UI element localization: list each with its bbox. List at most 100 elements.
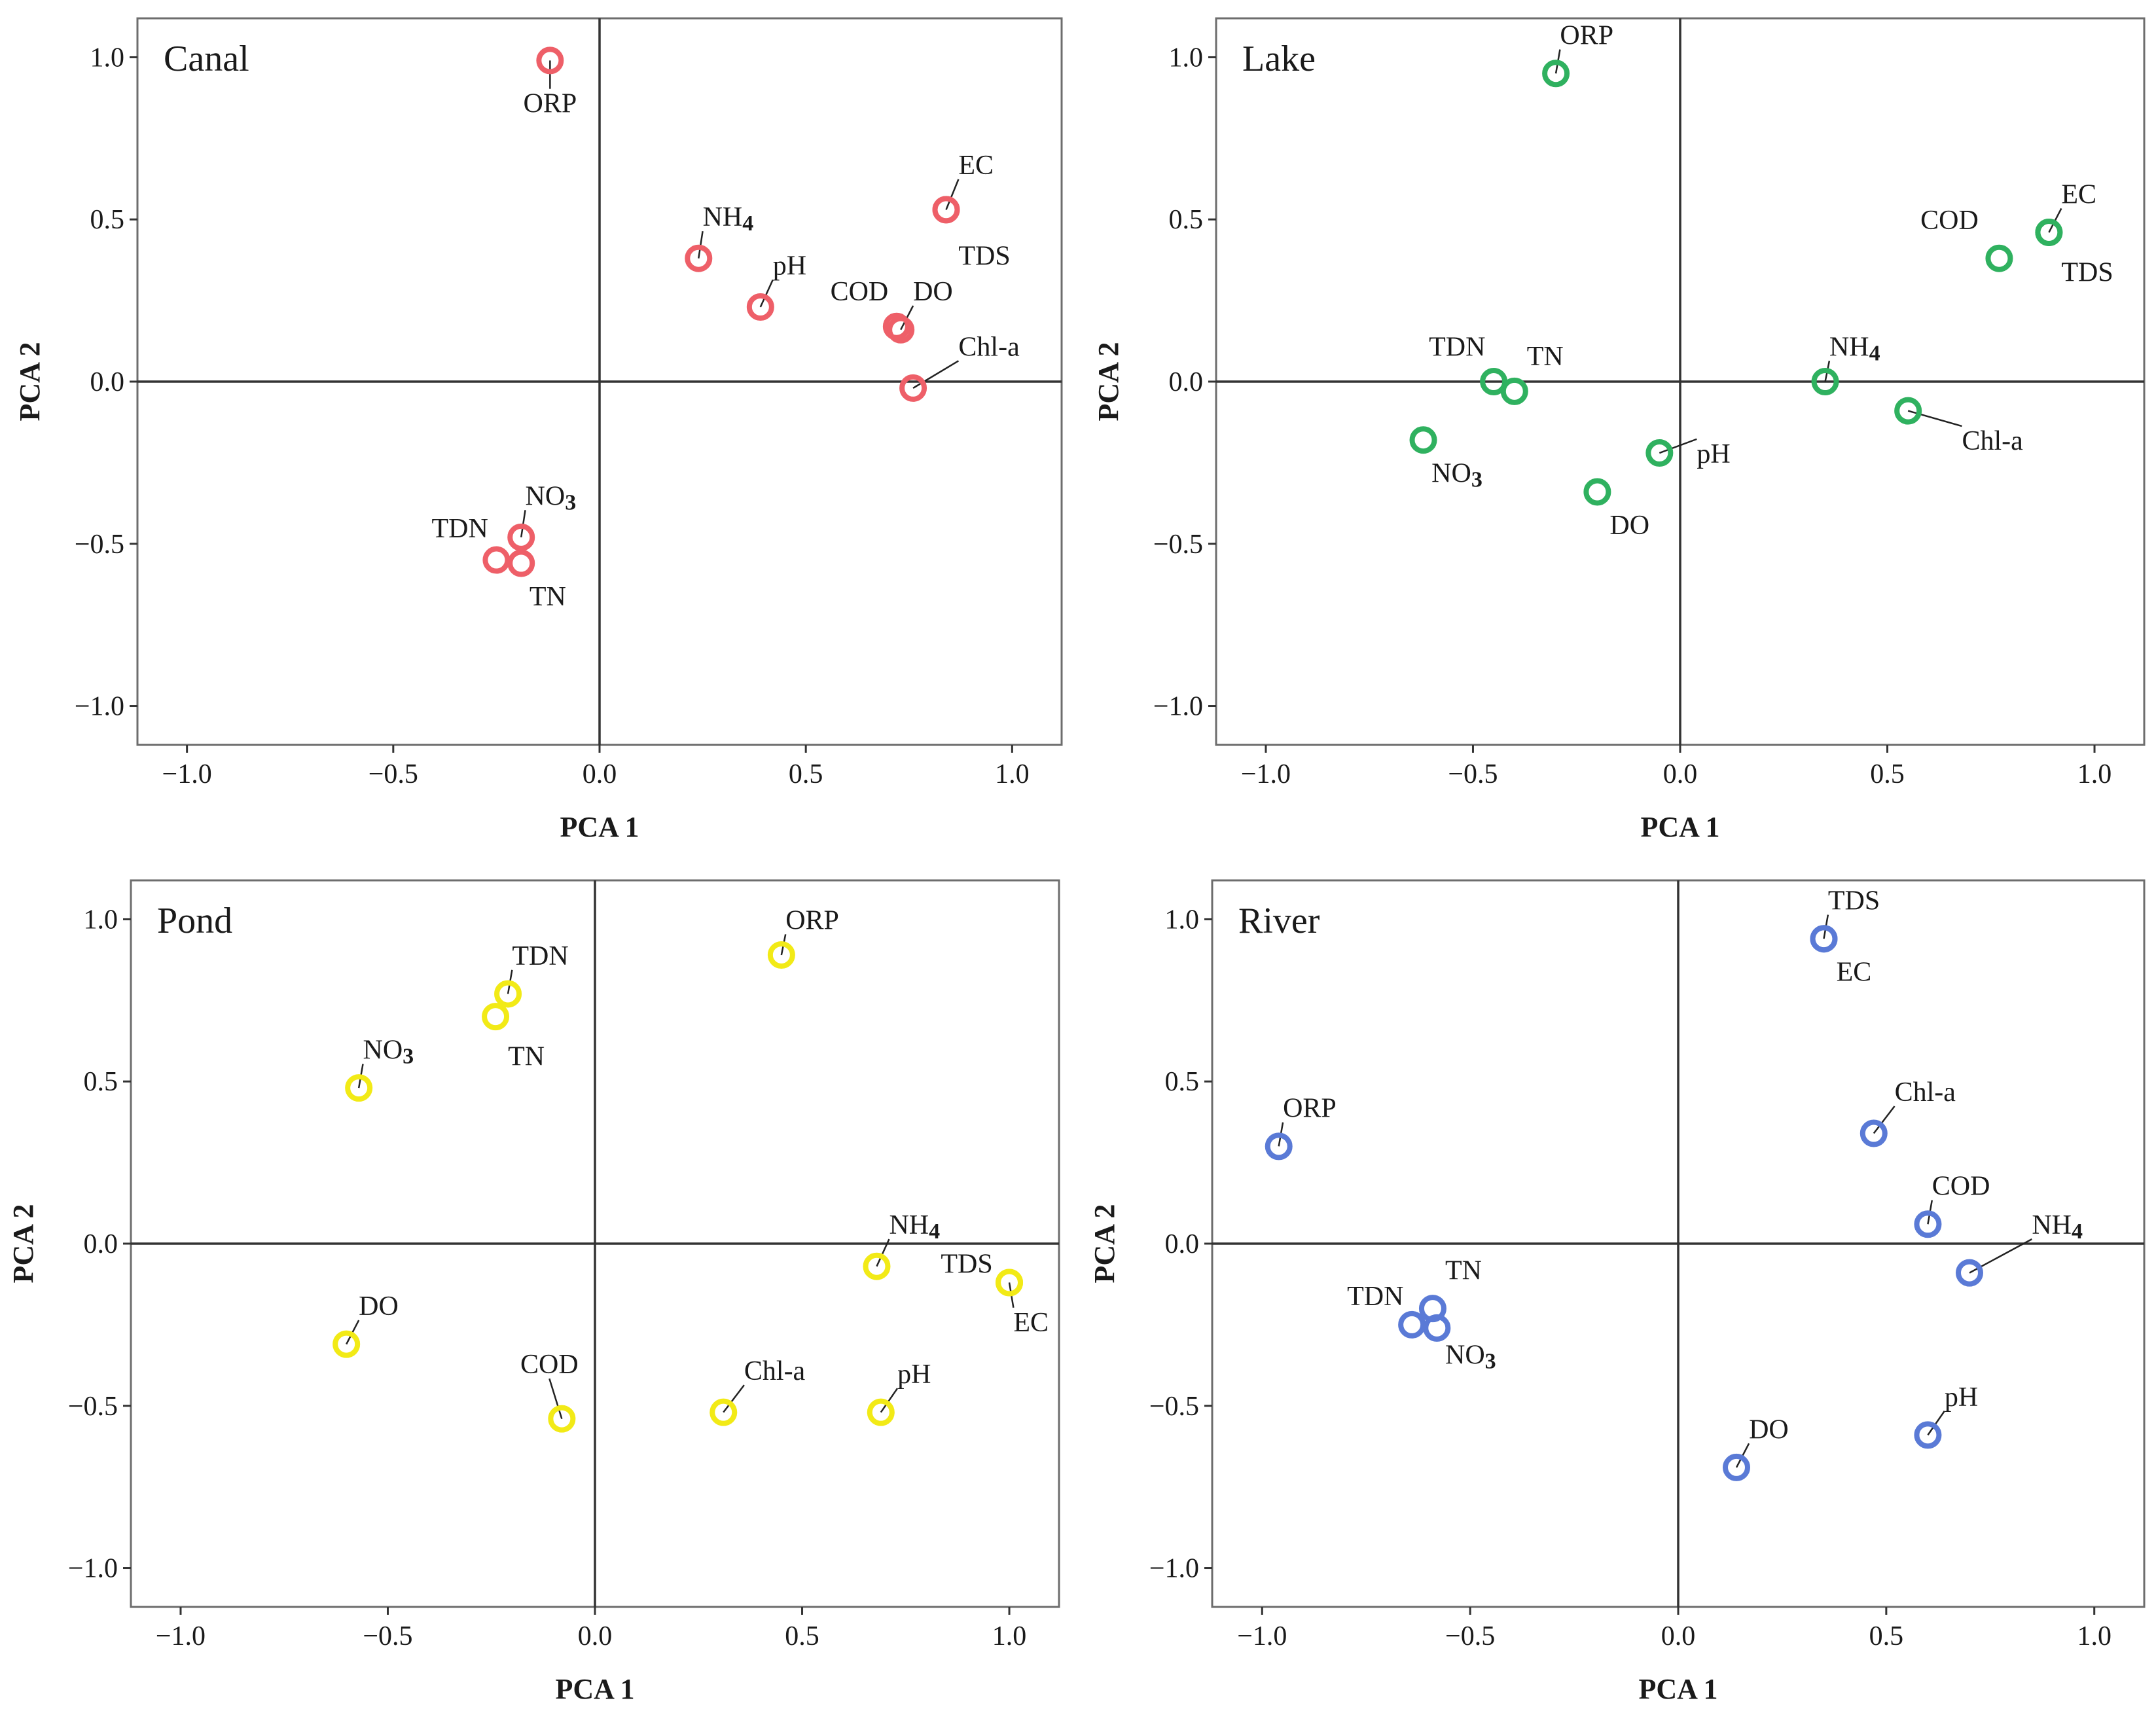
river-point-do — [1723, 1453, 1750, 1481]
river-y-tick-label: −1.0 — [1149, 1554, 1199, 1584]
river-panel-title: River — [1238, 901, 1320, 941]
river-label-tn: TN — [1445, 1256, 1482, 1286]
pond-x-tick-label: 0.5 — [785, 1621, 819, 1651]
pond-leader-nh4 — [876, 1238, 890, 1267]
canal-leader-chl-a — [912, 360, 960, 389]
canal-panel: −1.0 −0.5 0.0 0.5 1.0 −1.0 −0.5 0.0 0.5 1.0 PCA 1 P… — [14, 17, 1063, 843]
canal-x-tick-label: −1.0 — [162, 759, 212, 789]
lake-x-axis-title: PCA 1 — [1641, 811, 1720, 843]
canal-point-orp — [536, 46, 564, 75]
pond-label-chl-a: Chl-a — [744, 1356, 806, 1386]
river-x-tick-label: 0.0 — [1661, 1621, 1696, 1651]
pond-leader-chl-a — [723, 1384, 745, 1413]
lake-y-tick-label: −0.5 — [1153, 530, 1203, 560]
lake-point-cod — [1985, 244, 2013, 272]
lake-y-tick-label: 1.0 — [1169, 43, 1204, 73]
lake-point-chl-a — [1894, 397, 1922, 425]
river-y-tick-label: 0.5 — [1165, 1067, 1200, 1097]
river-point-ph — [1914, 1421, 1942, 1449]
pond-point-chl-a — [710, 1398, 738, 1426]
lake-label-do: DO — [1609, 511, 1649, 541]
lake-point-no3 — [1409, 426, 1437, 454]
canal-leader-no3 — [520, 510, 526, 538]
river-point-orp — [1265, 1132, 1293, 1161]
pond-y-tick-label: −0.5 — [68, 1392, 118, 1422]
canal-y-tick-label: −1.0 — [75, 692, 124, 722]
river-label-do: DO — [1749, 1414, 1789, 1445]
canal-leader-ec — [945, 179, 960, 210]
river-label-tdn: TDN — [1347, 1282, 1403, 1312]
canal-point-tds — [932, 196, 960, 224]
pond-y-tick-label: 1.0 — [84, 905, 118, 935]
lake-x-tick-label: 0.0 — [1663, 759, 1698, 789]
river-y-tick-label: −0.5 — [1149, 1392, 1199, 1422]
canal-point-chl-a — [899, 374, 927, 402]
canal-x-tick-label: 0.5 — [789, 759, 823, 789]
canal-label-cod: COD — [831, 277, 889, 307]
pond-x-axis-title: PCA 1 — [556, 1673, 635, 1705]
river-point-nh4 — [1956, 1259, 1983, 1287]
canal-y-tick-label: 1.0 — [90, 43, 125, 73]
pond-label-cod: COD — [520, 1350, 579, 1380]
pond-point-do — [332, 1330, 361, 1358]
canal-label-no3: NO3 — [526, 481, 577, 514]
lake-y-axis-title: PCA 2 — [1092, 342, 1124, 422]
river-label-orp: ORP — [1283, 1094, 1337, 1124]
lake-panel-title: Lake — [1242, 39, 1316, 79]
canal-point-tdn — [482, 546, 511, 574]
river-x-axis-title: PCA 1 — [1639, 1673, 1718, 1705]
river-point-cod — [1914, 1210, 1942, 1238]
lake-label-no3: NO3 — [1431, 459, 1482, 492]
canal-point-nh4 — [685, 244, 713, 272]
lake-panel: −1.0 −0.5 0.0 0.5 1.0 1.0 0.5 0.0 −0.5 −1.0 PCA 1 P… — [1092, 17, 2146, 843]
canal-panel-title: Canal — [164, 39, 249, 79]
pond-y-tick-label: 0.5 — [84, 1067, 118, 1097]
river-label-tds: TDS — [1828, 886, 1880, 916]
pond-label-nh4: NH4 — [889, 1210, 940, 1244]
lake-point-nh4 — [1811, 368, 1839, 395]
pond-point-cod — [548, 1405, 576, 1433]
lake-label-ph: pH — [1697, 439, 1730, 469]
pond-label-tn: TN — [508, 1041, 545, 1071]
canal-label-ph: pH — [773, 251, 806, 281]
pond-label-tds: TDS — [941, 1250, 992, 1280]
river-leader-chl-a — [1873, 1106, 1895, 1134]
river-label-no3: NO3 — [1445, 1340, 1496, 1373]
pond-panel: −1.0 −0.5 0.0 0.5 1.0 1.0 0.5 0.0 −0.5 −1.0 PCA 1 P… — [7, 879, 1060, 1705]
pond-point-tdn — [494, 980, 522, 1008]
pond-label-ec: EC — [1013, 1308, 1049, 1338]
river-x-tick-label: 1.0 — [2077, 1621, 2111, 1651]
canal-label-tn: TN — [530, 582, 566, 612]
river-y-tick-label: 1.0 — [1165, 905, 1200, 935]
canal-y-axis-title: PCA 2 — [14, 342, 46, 422]
pond-y-tick-label: 0.0 — [84, 1229, 118, 1259]
pond-y-tick-label: −1.0 — [68, 1554, 118, 1584]
river-leader-ph — [1927, 1411, 1945, 1436]
lake-label-cod: COD — [1920, 206, 1979, 236]
pond-point-ph — [867, 1398, 895, 1426]
canal-label-nh4: NH4 — [703, 202, 754, 236]
lake-label-orp: ORP — [1560, 21, 1613, 51]
pond-panel-title: Pond — [157, 901, 232, 941]
lake-y-tick-label: −1.0 — [1153, 692, 1203, 722]
river-label-ec: EC — [1837, 958, 1872, 988]
pond-leader-cod — [548, 1378, 563, 1419]
canal-point-tn — [507, 549, 535, 577]
pond-x-tick-label: −0.5 — [363, 1621, 412, 1651]
lake-label-tdn: TDN — [1429, 332, 1485, 362]
canal-y-tick-label: −0.5 — [75, 530, 124, 560]
river-x-tick-label: −0.5 — [1445, 1621, 1495, 1651]
canal-label-do: DO — [913, 277, 953, 307]
pond-leader-ph — [880, 1388, 899, 1413]
river-label-chl-a: Chl-a — [1895, 1077, 1956, 1107]
lake-point-tds — [2035, 219, 2063, 247]
pond-point-tn — [482, 1003, 510, 1031]
lake-label-tds: TDS — [2061, 257, 2113, 287]
river-point-chl-a — [1860, 1119, 1888, 1147]
canal-x-tick-label: −0.5 — [368, 759, 418, 789]
canal-label-tdn: TDN — [431, 514, 488, 544]
canal-label-orp: ORP — [524, 89, 577, 119]
lake-x-tick-label: −0.5 — [1448, 759, 1498, 789]
pond-point-nh4 — [863, 1252, 891, 1280]
